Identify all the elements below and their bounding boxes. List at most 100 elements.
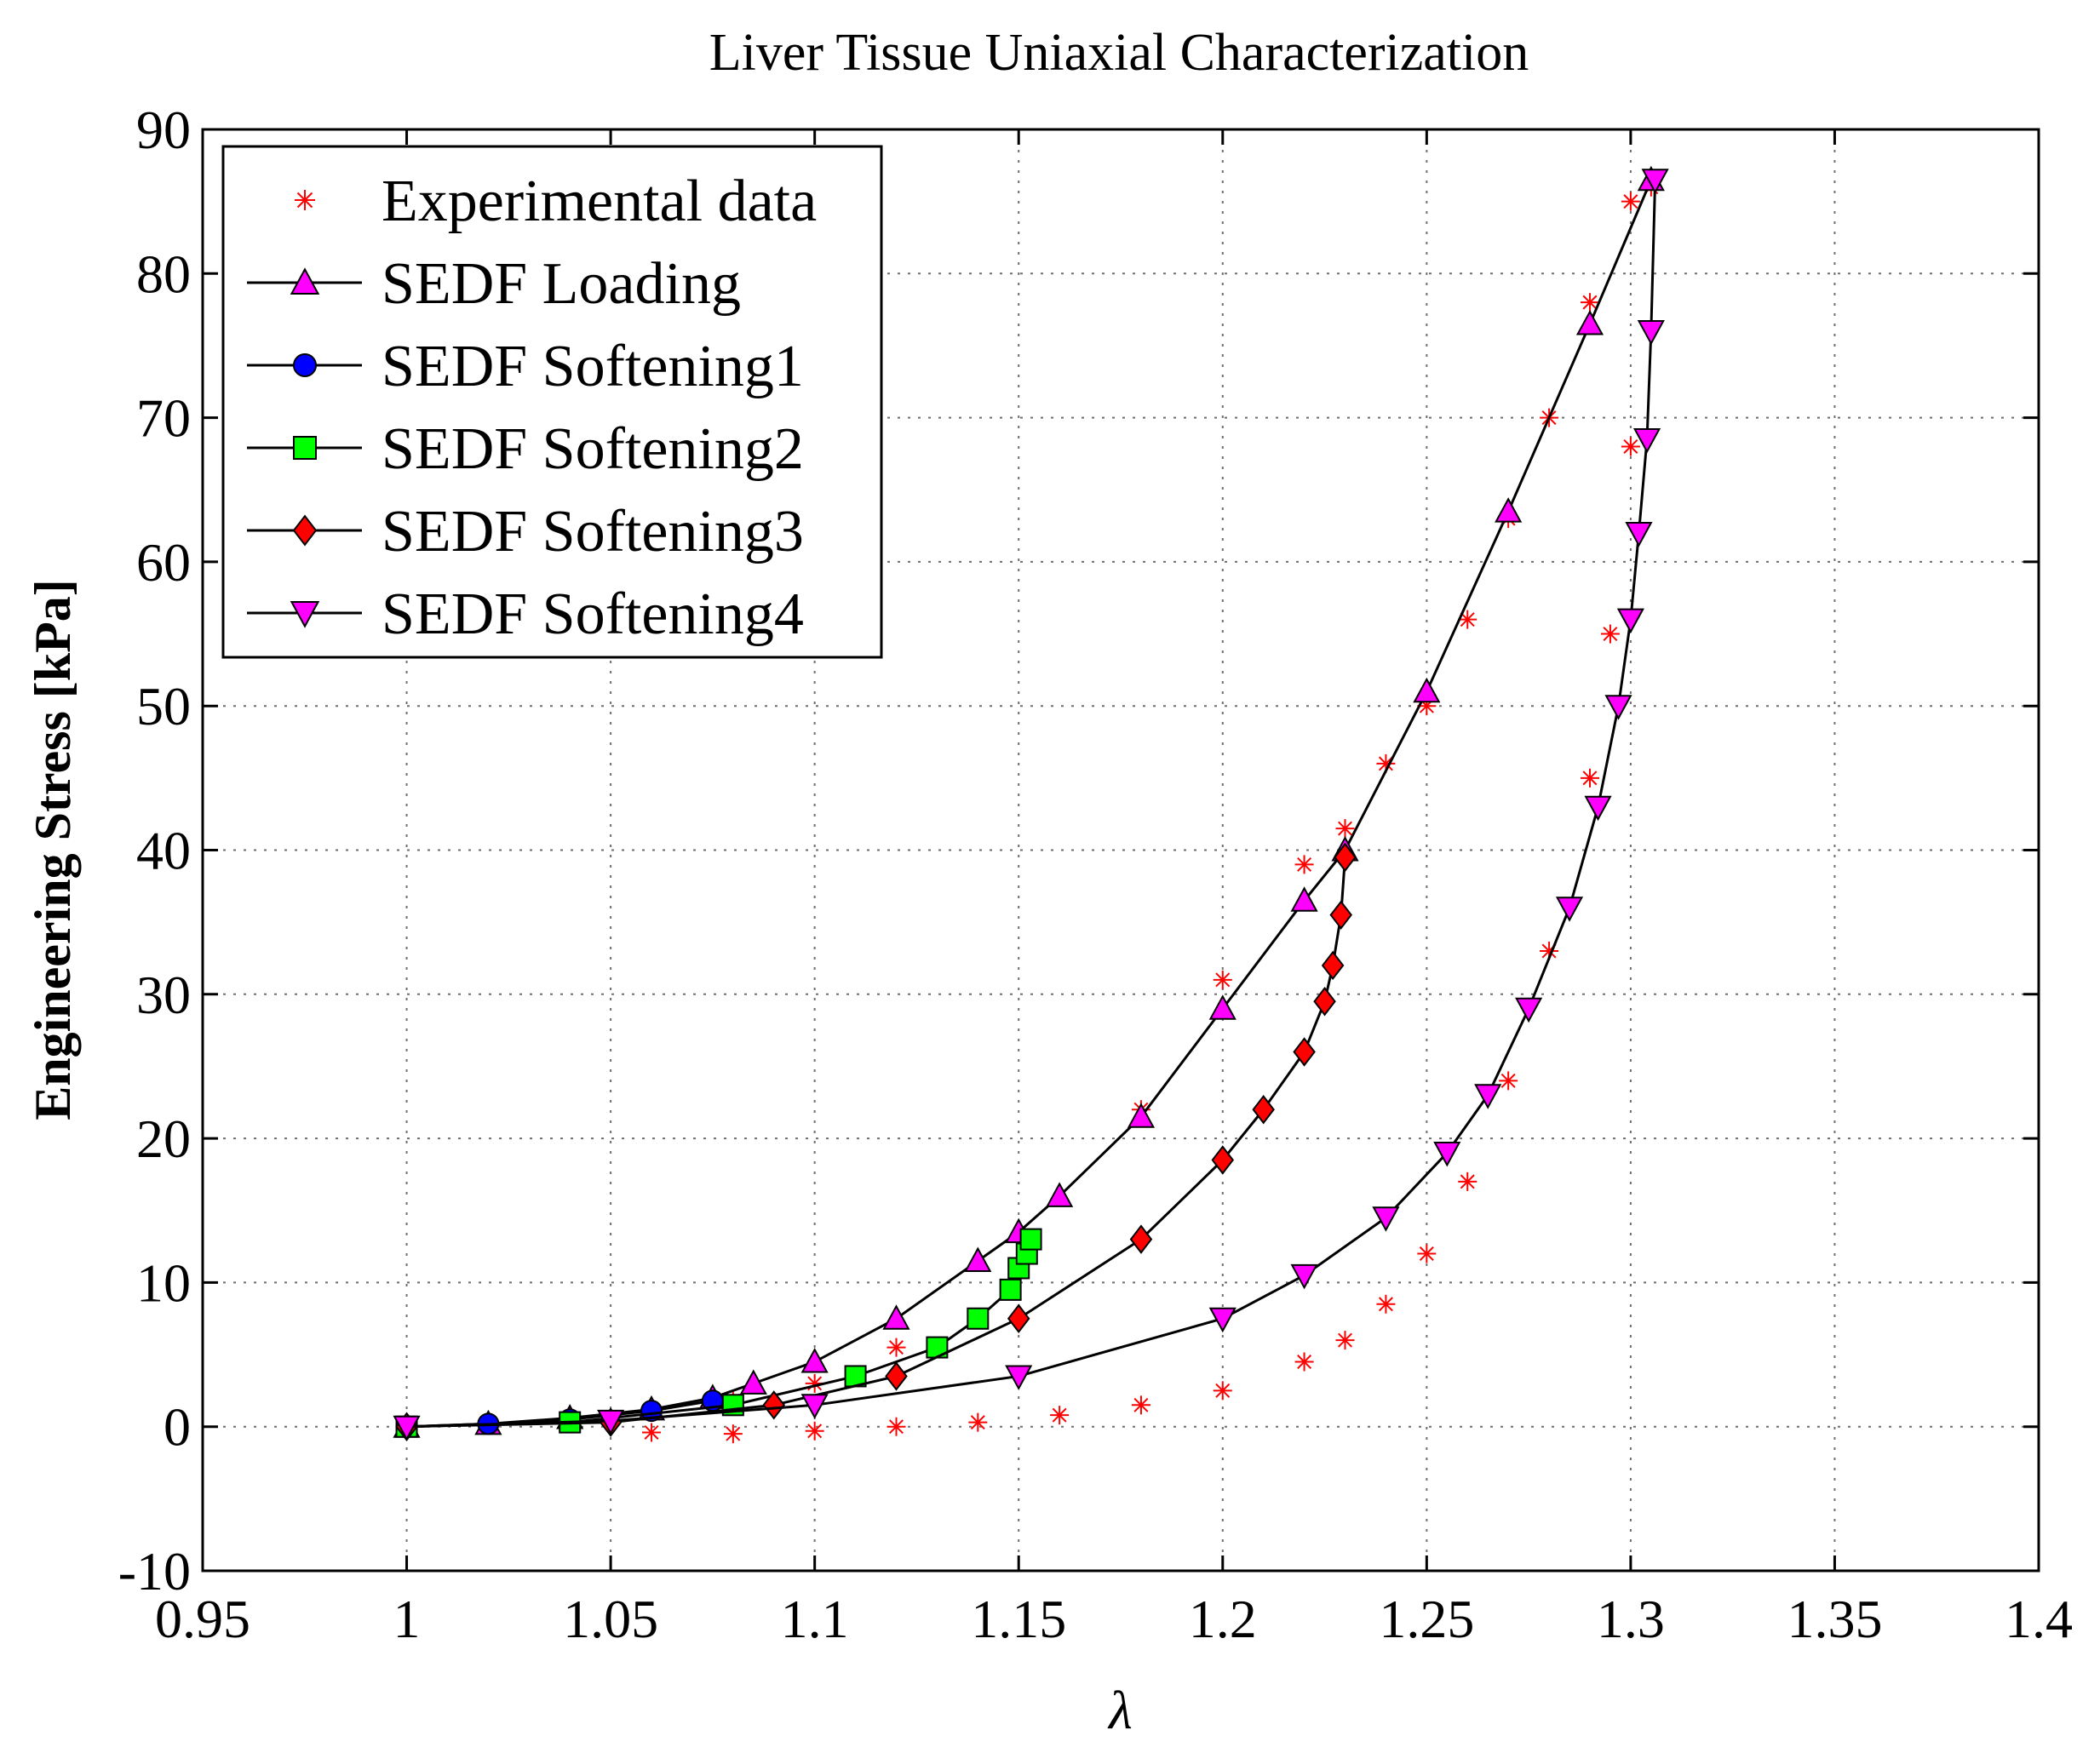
data-point xyxy=(1131,1395,1150,1415)
data-point xyxy=(1515,997,1543,1023)
data-point xyxy=(1213,970,1232,989)
data-point xyxy=(1294,855,1314,874)
legend-marker xyxy=(293,436,317,460)
data-point xyxy=(1580,293,1599,312)
y-tick-label: -10 xyxy=(118,1541,191,1601)
data-point xyxy=(1213,1381,1232,1401)
y-tick-label: 80 xyxy=(136,243,191,304)
data-point xyxy=(1335,819,1355,839)
data-point xyxy=(800,1348,829,1373)
data-point xyxy=(1621,437,1640,456)
data-point xyxy=(1007,1303,1030,1333)
x-tick-label: 1.2 xyxy=(1189,1589,1257,1649)
data-point xyxy=(1005,1365,1033,1390)
data-point xyxy=(1313,987,1336,1017)
chart-title: Liver Tissue Uniaxial Characterization xyxy=(709,24,1529,82)
data-point xyxy=(1129,1224,1153,1254)
data-point xyxy=(886,1417,906,1436)
data-point xyxy=(1372,1206,1400,1232)
y-tick-label: 60 xyxy=(136,532,191,593)
data-point xyxy=(967,1307,990,1330)
y-tick-label: 30 xyxy=(136,965,191,1025)
legend-label: SEDF Softening1 xyxy=(382,334,804,399)
data-point xyxy=(1555,897,1584,922)
legend-item-experimental-data: Experimental data xyxy=(295,169,817,234)
data-point xyxy=(1211,1145,1235,1175)
x-tick-label: 1.35 xyxy=(1787,1589,1882,1649)
series-sedf-softening4 xyxy=(393,169,1669,1441)
data-point xyxy=(1127,1103,1156,1128)
legend-marker xyxy=(293,353,317,377)
data-point xyxy=(800,1394,829,1419)
data-point xyxy=(1621,192,1640,211)
legend-label: SEDF Softening3 xyxy=(382,499,804,564)
data-point xyxy=(1413,677,1441,703)
legend-label: SEDF Softening4 xyxy=(382,581,804,647)
y-tick-label: 20 xyxy=(136,1109,191,1169)
legend-label: Experimental data xyxy=(382,169,817,234)
data-point xyxy=(1584,795,1612,822)
y-tick-label: 0 xyxy=(164,1397,191,1458)
data-point xyxy=(1641,169,1669,194)
data-point xyxy=(1050,1406,1070,1425)
data-point xyxy=(1208,1307,1236,1333)
data-point xyxy=(762,1390,786,1420)
data-point xyxy=(885,1361,908,1391)
x-tick-label: 1.1 xyxy=(781,1589,849,1649)
data-point xyxy=(1458,1172,1477,1191)
legend-marker xyxy=(290,267,320,295)
data-point xyxy=(642,1423,662,1442)
data-point xyxy=(968,1412,988,1432)
y-tick-label: 10 xyxy=(136,1252,191,1313)
data-point xyxy=(1208,994,1236,1020)
x-tick-label: 1.15 xyxy=(971,1589,1066,1649)
data-point xyxy=(1600,624,1620,644)
data-point xyxy=(1376,1294,1396,1314)
legend-box xyxy=(221,145,883,659)
legend-marker xyxy=(295,190,315,210)
data-point xyxy=(640,1400,663,1423)
x-tick-label: 1.3 xyxy=(1597,1589,1665,1649)
data-point xyxy=(1321,950,1345,981)
legend-item-sedf-loading: SEDF Loading xyxy=(247,251,741,317)
data-point xyxy=(1575,310,1604,335)
x-tick-label: 1.25 xyxy=(1379,1589,1474,1649)
data-point xyxy=(964,1246,992,1273)
legend-item-sedf-softening3: SEDF Softening3 xyxy=(247,499,804,564)
data-point xyxy=(1637,320,1665,346)
data-point xyxy=(1252,1094,1275,1125)
series-layer xyxy=(393,165,1669,1444)
y-tick-label: 40 xyxy=(136,821,191,881)
data-point xyxy=(1019,1228,1042,1251)
x-tick-label: 1 xyxy=(393,1589,421,1649)
data-point xyxy=(1580,768,1599,788)
data-point xyxy=(1625,522,1653,547)
x-tick-label: 1.05 xyxy=(563,1589,658,1649)
legend-label: SEDF Loading xyxy=(382,251,741,317)
legend-marker xyxy=(292,514,318,547)
y-axis-title: Engineering Stress [kPa] xyxy=(25,579,81,1120)
data-point xyxy=(1293,1037,1316,1067)
x-tick-label: 0.95 xyxy=(155,1589,250,1649)
y-tick-label: 90 xyxy=(136,100,191,160)
data-point xyxy=(886,1338,906,1357)
data-point xyxy=(597,1409,625,1435)
data-point xyxy=(805,1421,824,1441)
legend-label: SEDF Softening2 xyxy=(382,416,804,482)
data-point xyxy=(1334,842,1357,873)
data-point xyxy=(1335,1331,1355,1350)
data-point xyxy=(739,1369,767,1395)
data-point xyxy=(1290,886,1318,912)
x-axis-title: λ xyxy=(1107,1680,1133,1740)
data-point xyxy=(882,1304,910,1330)
data-point xyxy=(1290,1263,1318,1290)
series-line-sedf-softening4 xyxy=(406,180,1657,1429)
data-point xyxy=(393,1415,421,1441)
data-point xyxy=(1046,1182,1074,1207)
data-point xyxy=(1417,1244,1437,1263)
y-tick-label: 50 xyxy=(136,676,191,736)
legend-marker xyxy=(290,601,320,628)
x-tick-label: 1.4 xyxy=(2005,1589,2073,1649)
data-point xyxy=(1294,1352,1314,1372)
